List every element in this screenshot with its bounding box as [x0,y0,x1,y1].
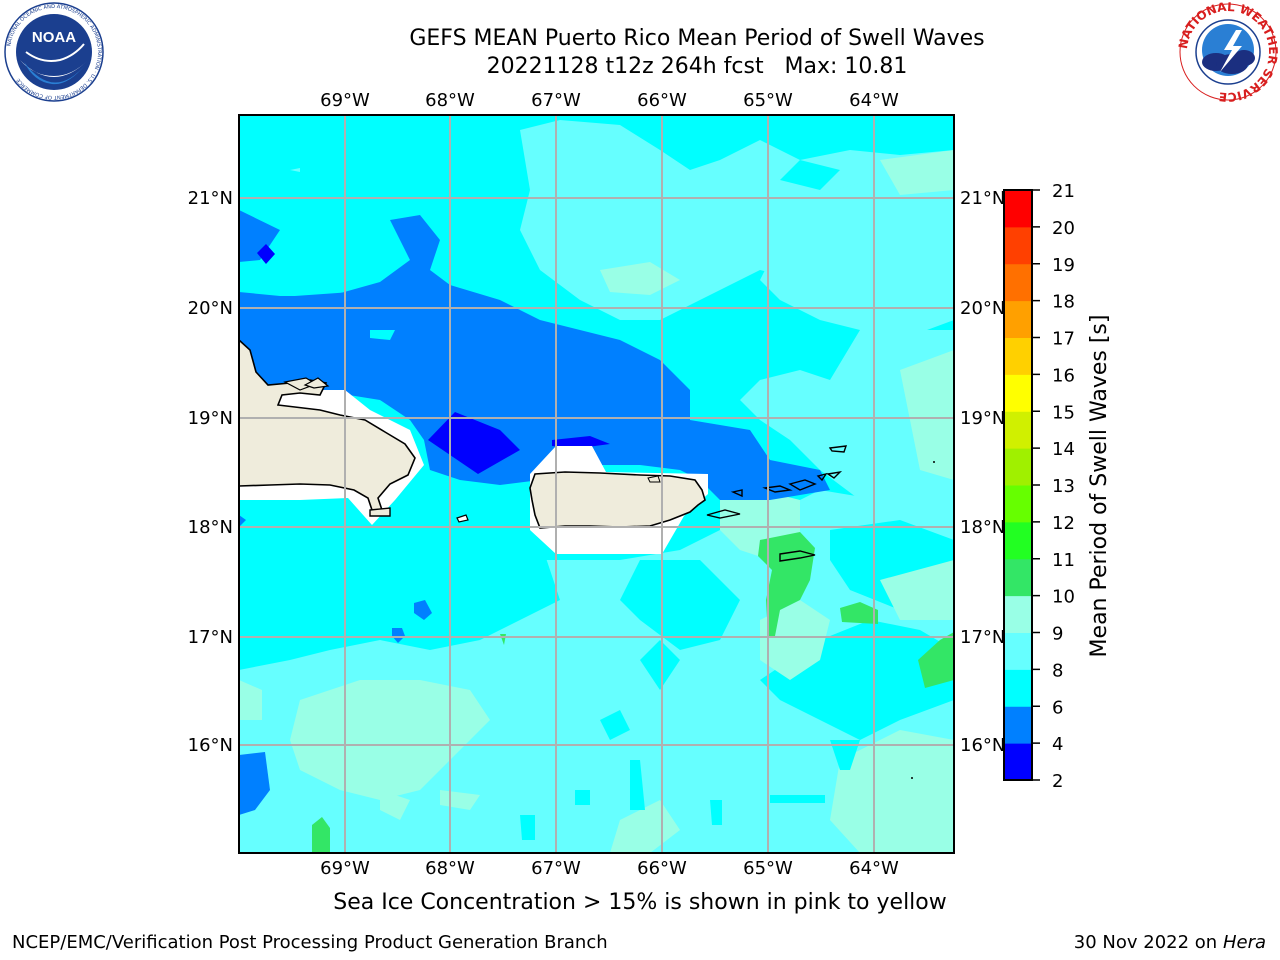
lon-tick: 66°W [637,858,687,879]
colorbar-tick-label: 19 [1052,255,1075,276]
colorbar-segment [1004,632,1032,670]
lon-tick: 64°W [849,90,899,111]
lat-tick: 21°N [960,188,1005,209]
lat-tick: 19°N [960,408,1005,429]
colorbar-segment [1004,300,1032,338]
colorbar: 2 4 6 8 9 10 11 12 13 14 15 16 17 18 19 20 21 [1003,181,1075,792]
lat-tick: 19°N [188,408,233,429]
colorbar-tick-label: 4 [1052,734,1063,755]
map-gridlines [239,115,954,853]
lon-tick: 69°W [320,858,370,879]
map-title: GEFS MEAN Puerto Rico Mean Period of Swe… [409,26,985,51]
colorbar-tick-label: 11 [1052,550,1075,571]
colorbar-tick-label: 17 [1052,329,1075,350]
noaa-logo: NOAA NATIONAL OCEANIC AND ATMOSPHERIC AD… [4,2,104,102]
colorbar-tick-label: 8 [1052,660,1063,681]
colorbar-segment [1004,521,1032,560]
colorbar-label: Mean Period of Swell Waves [s] [1087,315,1112,658]
colorbar-tick-label: 18 [1052,292,1075,313]
sea-ice-note: Sea Ice Concentration > 15% is shown in … [333,890,947,915]
colorbar-segment [1004,263,1032,302]
colorbar-tick-label: 9 [1052,624,1063,645]
lat-tick: 18°N [188,517,233,538]
colorbar-tick-label: 12 [1052,513,1075,534]
colorbar-segment [1004,558,1032,597]
lon-tick: 68°W [425,858,475,879]
lat-tick: 17°N [960,627,1005,648]
lat-tick: 18°N [960,517,1005,538]
colorbar-tick-label: 2 [1052,771,1063,792]
lat-ticks-right: 21°N 20°N 19°N 18°N 17°N 16°N [960,188,1005,756]
lat-tick: 20°N [188,298,233,319]
colorbar-segment [1004,337,1032,375]
lat-tick: 21°N [188,188,233,209]
colorbar-segment [1004,669,1032,707]
map-subtitle-date: 20221128 t12z 264h fcst Max: 10.81 [486,54,908,79]
nws-logo: NATIONAL WEATHER SERVICE [1176,2,1280,104]
lon-tick: 65°W [743,858,793,879]
lon-tick: 68°W [425,90,475,111]
lon-ticks-top: 69°W 68°W 67°W 66°W 65°W 64°W [320,90,899,111]
colorbar-segment [1004,485,1032,523]
colorbar-tick-label: 15 [1052,402,1075,423]
swell-period-field [239,115,954,853]
lon-tick: 67°W [531,90,581,111]
noaa-logo-text: NOAA [32,29,76,46]
colorbar-segment [1004,448,1032,486]
lon-tick: 65°W [743,90,793,111]
footer-credit: NCEP/EMC/Verification Post Processing Pr… [12,932,608,953]
lat-tick: 16°N [960,735,1005,756]
lat-tick: 16°N [188,735,233,756]
lon-tick: 67°W [531,858,581,879]
lon-tick: 69°W [320,90,370,111]
lon-tick: 66°W [637,90,687,111]
colorbar-tick-label: 14 [1052,439,1075,460]
lat-tick: 17°N [188,627,233,648]
colorbar-tick-label: 20 [1052,218,1075,239]
lon-ticks-bottom: 69°W 68°W 67°W 66°W 65°W 64°W [320,858,899,879]
lon-tick: 64°W [849,858,899,879]
colorbar-tick-label: 13 [1052,476,1075,497]
colorbar-segment [1004,190,1032,228]
lat-tick: 20°N [960,298,1005,319]
colorbar-tick-label: 16 [1052,365,1075,386]
colorbar-tick-label: 6 [1052,697,1063,718]
map-frame [238,114,955,854]
colorbar-segment [1004,226,1032,265]
colorbar-segment [1004,374,1032,412]
colorbar-segment [1004,706,1032,744]
footer-date: 30 Nov 2022 on Hera [1073,932,1266,953]
colorbar-segment [1004,743,1032,781]
lat-ticks-left: 21°N 20°N 19°N 18°N 17°N 16°N [188,188,233,756]
colorbar-segment [1004,595,1032,633]
colorbar-tick-label: 21 [1052,181,1075,202]
colorbar-tick-label: 10 [1052,587,1075,608]
colorbar-segment [1004,411,1032,449]
